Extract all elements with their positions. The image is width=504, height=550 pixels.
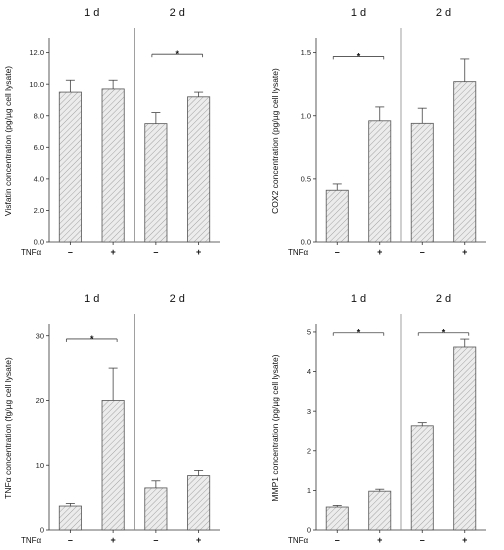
treatment-sign-3: –	[420, 247, 425, 257]
y-axis-label: TNFα concentration (fg/µg cell lysate)	[3, 357, 13, 499]
treatment-sign-4: +	[462, 247, 467, 257]
bar-2	[101, 400, 125, 531]
y-tick-label: 1.5	[301, 48, 311, 57]
treatment-sign-1: –	[68, 247, 73, 257]
group-label-1d: 1 d	[351, 7, 366, 19]
y-axis-label: MMP1 concentration (pg/µg cell lysate)	[270, 354, 280, 501]
significance-star-2: *	[442, 328, 446, 338]
group-label-2d: 2 d	[436, 7, 451, 19]
y-tick-label: 12.0	[29, 48, 44, 57]
significance-star-1: *	[357, 51, 361, 61]
bar-2	[368, 120, 392, 243]
bar-2	[101, 88, 125, 243]
treatment-label: TNFα	[21, 248, 42, 257]
y-tick-label: 10.0	[29, 80, 44, 89]
group-label-2d: 2 d	[170, 7, 185, 19]
treatment-sign-4: +	[196, 247, 201, 257]
y-axis-label: COX2 concentration (pg/µg cell lysate)	[270, 68, 280, 214]
y-tick-label: 2.0	[34, 206, 44, 215]
group-label-1d: 1 d	[84, 7, 99, 19]
y-tick-label: 1.0	[301, 111, 311, 120]
y-tick-label: 0.0	[34, 238, 44, 247]
y-tick-label: 20	[36, 396, 44, 405]
y-tick-label: 0	[40, 526, 44, 535]
bar-4	[453, 81, 477, 243]
chart-panel-3: 0 10 20 30 TNFα concentration (fg/µg cell ly…	[3, 293, 220, 545]
treatment-sign-1: –	[335, 535, 340, 545]
treatment-label: TNFα	[21, 536, 42, 545]
y-tick-label: 4.0	[34, 174, 44, 183]
group-label-1d: 1 d	[351, 293, 366, 305]
y-tick-label: 1	[307, 486, 311, 495]
bar-3	[410, 425, 434, 531]
y-tick-label: 10	[36, 461, 44, 470]
y-tick-label: 30	[36, 331, 44, 340]
bar-3	[144, 123, 168, 243]
y-tick-label: 2	[307, 446, 311, 455]
treatment-sign-3: –	[153, 247, 158, 257]
y-tick-label: 5	[307, 328, 311, 337]
treatment-label: TNFα	[288, 536, 309, 545]
chart-panel-1: 0.0 2.0 4.0 6.0 8.0 10.0 12.0 Visfatin concentr…	[3, 7, 220, 257]
bar-1	[58, 91, 82, 243]
bar-4	[453, 346, 477, 531]
bar-1	[325, 189, 349, 243]
treatment-sign-2: +	[110, 247, 115, 257]
bar-4	[187, 96, 211, 243]
significance-star-1: *	[90, 334, 94, 344]
group-label-2d: 2 d	[436, 293, 451, 305]
y-tick-label: 4	[307, 367, 311, 376]
group-label-2d: 2 d	[170, 293, 185, 305]
chart-panel-2: 0.0 0.5 1.0 1.5 COX2 concentration (pg/µg ce…	[270, 7, 486, 257]
bar-1	[58, 505, 82, 531]
treatment-sign-2: +	[377, 535, 382, 545]
y-tick-label: 3	[307, 407, 311, 416]
treatment-sign-1: –	[68, 535, 73, 545]
y-tick-label: 0.0	[301, 238, 311, 247]
treatment-sign-2: +	[377, 247, 382, 257]
treatment-sign-2: +	[110, 535, 115, 545]
y-axis-label: Visfatin concentration (pg/µg cell lysat…	[3, 66, 13, 216]
y-tick-label: 0.5	[301, 174, 311, 183]
treatment-sign-3: –	[153, 535, 158, 545]
significance-star-1: *	[175, 49, 179, 59]
significance-star-1: *	[357, 328, 361, 338]
bar-2	[368, 490, 392, 531]
y-tick-label: 0	[307, 526, 311, 535]
bar-4	[187, 475, 211, 531]
y-tick-label: 6.0	[34, 143, 44, 152]
chart-panel-4: 0 1 2 3 4 5 MMP1 concentration (pg/µg cell lys…	[270, 293, 486, 545]
treatment-sign-3: –	[420, 535, 425, 545]
bar-3	[144, 487, 168, 531]
treatment-sign-4: +	[196, 535, 201, 545]
bar-3	[410, 122, 434, 243]
treatment-sign-4: +	[462, 535, 467, 545]
y-tick-label: 8.0	[34, 111, 44, 120]
treatment-label: TNFα	[288, 248, 309, 257]
group-label-1d: 1 d	[84, 293, 99, 305]
treatment-sign-1: –	[335, 247, 340, 257]
bar-1	[325, 506, 349, 531]
